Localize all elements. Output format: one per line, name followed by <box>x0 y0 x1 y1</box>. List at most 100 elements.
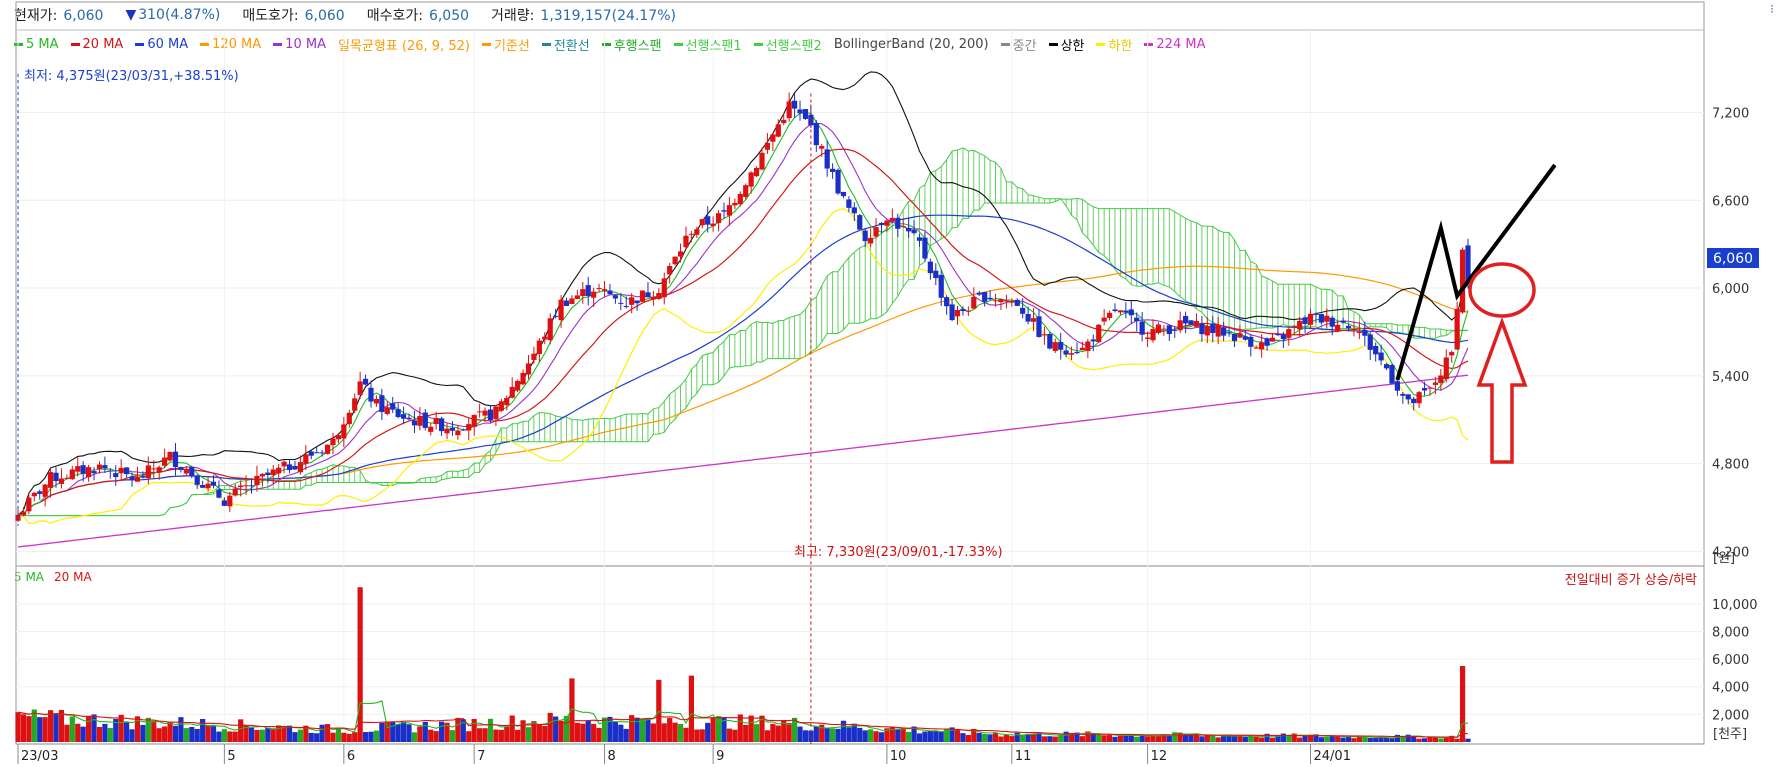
candle-body <box>466 424 472 431</box>
candle-body <box>1079 347 1086 351</box>
volume-bar <box>319 724 325 742</box>
legend-label: 선행스팬2 <box>765 38 822 54</box>
candle-body <box>1324 315 1330 322</box>
volume-bar <box>1405 734 1411 742</box>
candle-body <box>1052 342 1058 351</box>
legend-swatch <box>601 42 611 46</box>
volume-bar <box>1427 736 1433 742</box>
candle-body <box>1058 342 1064 350</box>
legend-item[interactable]: 상한 <box>1048 34 1084 54</box>
volume-bar <box>1221 735 1227 742</box>
candle-body <box>558 299 564 321</box>
candle-body <box>656 293 662 299</box>
candle-body <box>819 146 825 149</box>
candle-body <box>1264 338 1270 346</box>
legend-item[interactable]: 기준선 <box>481 34 530 54</box>
candle-body <box>417 415 423 426</box>
volume-bar <box>645 718 651 742</box>
legend-item[interactable]: 224 MA <box>1144 34 1205 54</box>
volume-bar <box>563 715 570 742</box>
candle-body <box>281 461 287 467</box>
ma20-line <box>17 148 1469 516</box>
legend-item[interactable]: 20 MA <box>70 34 123 54</box>
volume-bar <box>357 587 363 742</box>
candle-body <box>232 488 238 496</box>
volume-bar <box>786 723 792 742</box>
legend-item[interactable]: 후행스팬 <box>601 34 662 54</box>
month-tick-label: 7 <box>477 749 485 764</box>
bollinger-middle-line <box>17 148 1469 516</box>
volume-bar <box>1193 733 1200 742</box>
candle-body <box>954 309 961 317</box>
legend-item[interactable]: 선행스팬2 <box>753 34 822 54</box>
candle-body <box>455 430 461 436</box>
candle-body <box>629 297 635 305</box>
volume-bar <box>857 727 863 742</box>
volume-bar <box>1302 735 1308 742</box>
candle-body <box>1020 307 1026 314</box>
candle-body <box>1030 318 1037 322</box>
legend-label: 5 MA <box>26 36 59 52</box>
volume-bar <box>933 731 939 742</box>
volume-bar <box>1443 736 1449 742</box>
candle-body <box>1210 323 1216 333</box>
candle-body <box>1150 329 1156 341</box>
candle-body <box>802 109 809 119</box>
legend-item[interactable]: 60 MA <box>135 34 188 54</box>
candle-body <box>1449 352 1455 356</box>
volume-bar <box>851 723 857 742</box>
volume-bar <box>314 733 320 742</box>
volume-bar <box>547 712 553 742</box>
volume-bar <box>183 728 189 742</box>
candle-body <box>1009 300 1015 303</box>
candle-body <box>335 435 342 440</box>
volume-bar <box>297 729 303 742</box>
candle-body <box>248 485 255 487</box>
candle-body <box>270 469 276 475</box>
candle-body <box>960 308 966 312</box>
candle-body <box>1383 364 1390 369</box>
legend-item[interactable]: 하한 <box>1096 34 1132 54</box>
candle-body <box>1373 345 1379 355</box>
volume-bar <box>721 717 727 742</box>
candle-body <box>406 417 412 420</box>
volume-bar <box>411 732 418 742</box>
legend-item[interactable]: 전환선 <box>541 34 590 54</box>
volume-bar <box>433 731 439 742</box>
legend-item[interactable]: 일목균형표 (26, 9, 52) <box>338 34 470 54</box>
legend-swatch <box>673 42 683 46</box>
volume-bar <box>352 732 358 742</box>
volume-bar <box>726 728 733 742</box>
volume-bar <box>976 732 982 742</box>
candle-body <box>998 299 1004 303</box>
legend-item[interactable]: 중간 <box>1000 34 1037 54</box>
candle-body <box>1367 334 1373 350</box>
volume-bar <box>1275 735 1281 742</box>
legend-item[interactable]: 20 MA <box>54 570 92 584</box>
settings-icon[interactable]: ⁝ <box>1770 2 1774 16</box>
candle-body <box>286 464 293 471</box>
volume-bar <box>227 731 233 742</box>
volume-bar <box>1373 738 1379 742</box>
volume-bar <box>656 679 662 742</box>
legend-item[interactable]: 10 MA <box>273 34 326 54</box>
volume-bar <box>1003 734 1009 742</box>
volume-bar <box>1231 736 1238 742</box>
volume-bar <box>26 716 32 742</box>
candle-body <box>992 300 999 302</box>
price-change: ▼ 310(4.87%) <box>125 7 221 23</box>
volume-bar <box>124 722 130 742</box>
legend-item[interactable]: 5 MA <box>14 570 44 584</box>
candle-body <box>47 472 54 488</box>
legend-item[interactable]: BollingerBand (20, 200) <box>834 34 989 54</box>
candle-body <box>58 478 65 484</box>
candle-body <box>200 484 206 488</box>
candle-body <box>574 295 580 299</box>
candle-body <box>976 292 982 295</box>
candle-body <box>1297 320 1303 330</box>
volume-bar <box>1074 732 1080 742</box>
volume-bar <box>444 722 450 742</box>
candle-body <box>400 414 407 419</box>
candle-body <box>1106 312 1113 318</box>
candle-body <box>1459 249 1466 313</box>
